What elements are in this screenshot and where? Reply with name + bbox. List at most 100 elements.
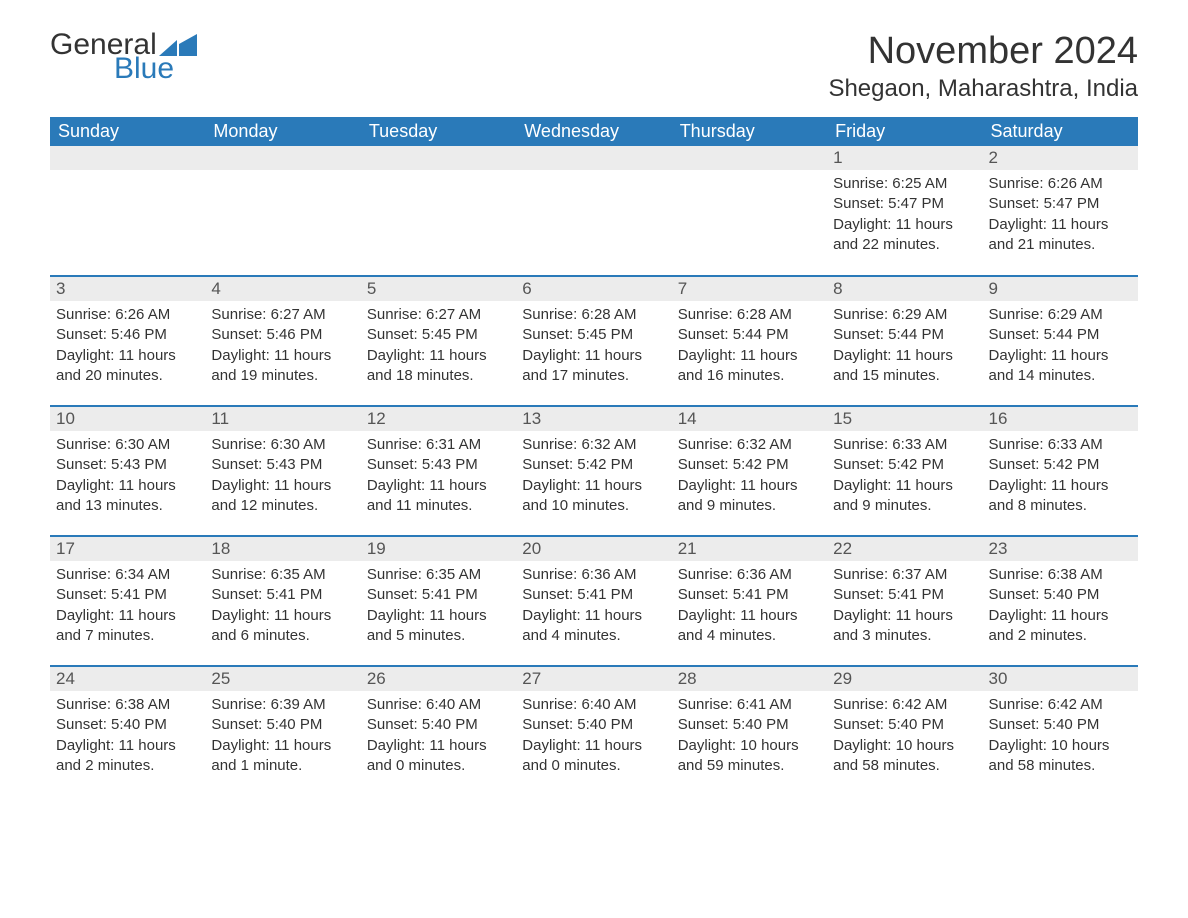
daylight-text: Daylight: 11 hours and 14 minutes. [989,346,1132,387]
sunset-text: Sunset: 5:42 PM [989,455,1132,475]
day-details: Sunrise: 6:29 AMSunset: 5:44 PMDaylight:… [827,301,982,392]
daylight-text: Daylight: 11 hours and 4 minutes. [678,606,821,647]
calendar-body: 1Sunrise: 6:25 AMSunset: 5:47 PMDaylight… [50,146,1138,796]
calendar-cell: 13Sunrise: 6:32 AMSunset: 5:42 PMDayligh… [516,406,671,536]
day-number: 21 [672,537,827,561]
calendar-cell [516,146,671,276]
day-details: Sunrise: 6:26 AMSunset: 5:47 PMDaylight:… [983,170,1138,261]
logo-word2: Blue [114,54,197,84]
calendar-cell: 10Sunrise: 6:30 AMSunset: 5:43 PMDayligh… [50,406,205,536]
sunset-text: Sunset: 5:44 PM [833,325,976,345]
day-details: Sunrise: 6:35 AMSunset: 5:41 PMDaylight:… [361,561,516,652]
day-number: 11 [205,407,360,431]
day-details: Sunrise: 6:31 AMSunset: 5:43 PMDaylight:… [361,431,516,522]
weekday-header-row: SundayMondayTuesdayWednesdayThursdayFrid… [50,117,1138,146]
daylight-text: Daylight: 11 hours and 0 minutes. [367,736,510,777]
calendar-cell: 5Sunrise: 6:27 AMSunset: 5:45 PMDaylight… [361,276,516,406]
daylight-text: Daylight: 11 hours and 21 minutes. [989,215,1132,256]
sunrise-text: Sunrise: 6:34 AM [56,565,199,585]
page-subtitle: Shegaon, Maharashtra, India [828,75,1138,103]
day-number: 1 [827,146,982,170]
daynum-bar-empty [672,146,827,170]
sunrise-text: Sunrise: 6:38 AM [989,565,1132,585]
daylight-text: Daylight: 11 hours and 10 minutes. [522,476,665,517]
sunset-text: Sunset: 5:40 PM [211,715,354,735]
day-number: 14 [672,407,827,431]
day-details: Sunrise: 6:38 AMSunset: 5:40 PMDaylight:… [983,561,1138,652]
day-number: 2 [983,146,1138,170]
day-number: 30 [983,667,1138,691]
sunset-text: Sunset: 5:46 PM [211,325,354,345]
daynum-bar-empty [516,146,671,170]
sunrise-text: Sunrise: 6:35 AM [211,565,354,585]
sunrise-text: Sunrise: 6:30 AM [211,435,354,455]
sunset-text: Sunset: 5:42 PM [522,455,665,475]
calendar-week: 1Sunrise: 6:25 AMSunset: 5:47 PMDaylight… [50,146,1138,276]
sunset-text: Sunset: 5:41 PM [833,585,976,605]
sunset-text: Sunset: 5:44 PM [989,325,1132,345]
day-number: 29 [827,667,982,691]
day-number: 5 [361,277,516,301]
sunrise-text: Sunrise: 6:28 AM [522,305,665,325]
header: General Blue November 2024 Shegaon, Maha… [50,30,1138,103]
daylight-text: Daylight: 11 hours and 16 minutes. [678,346,821,387]
day-details: Sunrise: 6:39 AMSunset: 5:40 PMDaylight:… [205,691,360,782]
calendar-cell: 30Sunrise: 6:42 AMSunset: 5:40 PMDayligh… [983,666,1138,796]
daynum-bar-empty [50,146,205,170]
daylight-text: Daylight: 11 hours and 18 minutes. [367,346,510,387]
daylight-text: Daylight: 11 hours and 0 minutes. [522,736,665,777]
sunset-text: Sunset: 5:47 PM [833,194,976,214]
day-number: 25 [205,667,360,691]
calendar-cell: 24Sunrise: 6:38 AMSunset: 5:40 PMDayligh… [50,666,205,796]
sunrise-text: Sunrise: 6:36 AM [678,565,821,585]
sunset-text: Sunset: 5:46 PM [56,325,199,345]
daylight-text: Daylight: 11 hours and 22 minutes. [833,215,976,256]
day-details: Sunrise: 6:33 AMSunset: 5:42 PMDaylight:… [983,431,1138,522]
weekday-header: Sunday [50,117,205,146]
day-number: 27 [516,667,671,691]
daylight-text: Daylight: 11 hours and 13 minutes. [56,476,199,517]
day-number: 3 [50,277,205,301]
day-details: Sunrise: 6:42 AMSunset: 5:40 PMDaylight:… [827,691,982,782]
sunrise-text: Sunrise: 6:36 AM [522,565,665,585]
sunset-text: Sunset: 5:40 PM [678,715,821,735]
sunset-text: Sunset: 5:40 PM [522,715,665,735]
daylight-text: Daylight: 11 hours and 12 minutes. [211,476,354,517]
page-title: November 2024 [828,30,1138,73]
calendar-cell: 27Sunrise: 6:40 AMSunset: 5:40 PMDayligh… [516,666,671,796]
daylight-text: Daylight: 10 hours and 58 minutes. [989,736,1132,777]
sunrise-text: Sunrise: 6:42 AM [833,695,976,715]
sunset-text: Sunset: 5:43 PM [211,455,354,475]
sunset-text: Sunset: 5:40 PM [833,715,976,735]
sunset-text: Sunset: 5:45 PM [367,325,510,345]
daylight-text: Daylight: 11 hours and 5 minutes. [367,606,510,647]
daylight-text: Daylight: 11 hours and 19 minutes. [211,346,354,387]
calendar-cell: 20Sunrise: 6:36 AMSunset: 5:41 PMDayligh… [516,536,671,666]
calendar-cell: 19Sunrise: 6:35 AMSunset: 5:41 PMDayligh… [361,536,516,666]
day-details: Sunrise: 6:34 AMSunset: 5:41 PMDaylight:… [50,561,205,652]
day-number: 9 [983,277,1138,301]
daylight-text: Daylight: 11 hours and 7 minutes. [56,606,199,647]
sunrise-text: Sunrise: 6:26 AM [56,305,199,325]
day-details: Sunrise: 6:30 AMSunset: 5:43 PMDaylight:… [205,431,360,522]
sunset-text: Sunset: 5:47 PM [989,194,1132,214]
daynum-bar-empty [205,146,360,170]
day-number: 23 [983,537,1138,561]
daylight-text: Daylight: 11 hours and 20 minutes. [56,346,199,387]
day-number: 22 [827,537,982,561]
calendar-cell: 6Sunrise: 6:28 AMSunset: 5:45 PMDaylight… [516,276,671,406]
daylight-text: Daylight: 11 hours and 1 minute. [211,736,354,777]
calendar-table: SundayMondayTuesdayWednesdayThursdayFrid… [50,117,1138,796]
calendar-cell: 17Sunrise: 6:34 AMSunset: 5:41 PMDayligh… [50,536,205,666]
daylight-text: Daylight: 11 hours and 15 minutes. [833,346,976,387]
daylight-text: Daylight: 11 hours and 2 minutes. [989,606,1132,647]
calendar-week: 3Sunrise: 6:26 AMSunset: 5:46 PMDaylight… [50,276,1138,406]
calendar-cell: 15Sunrise: 6:33 AMSunset: 5:42 PMDayligh… [827,406,982,536]
calendar-cell: 28Sunrise: 6:41 AMSunset: 5:40 PMDayligh… [672,666,827,796]
daylight-text: Daylight: 11 hours and 6 minutes. [211,606,354,647]
day-number: 12 [361,407,516,431]
daylight-text: Daylight: 11 hours and 8 minutes. [989,476,1132,517]
calendar-cell: 2Sunrise: 6:26 AMSunset: 5:47 PMDaylight… [983,146,1138,276]
day-number: 13 [516,407,671,431]
calendar-cell: 25Sunrise: 6:39 AMSunset: 5:40 PMDayligh… [205,666,360,796]
